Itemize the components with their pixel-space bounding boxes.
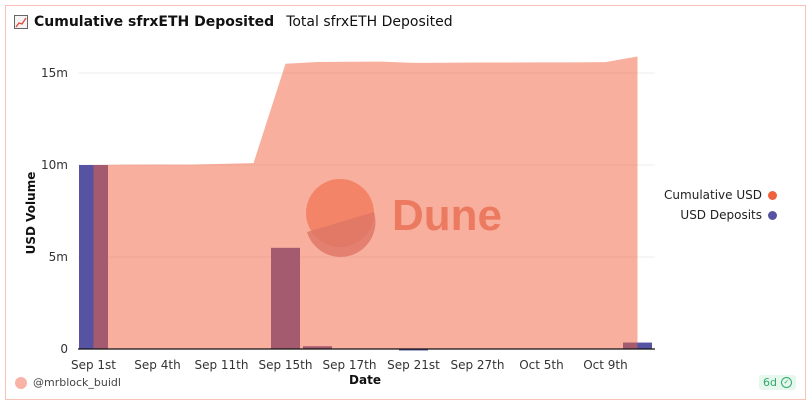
x-tick-label: Sep 15th [258, 358, 312, 372]
x-tick-label: Oct 9th [583, 358, 628, 372]
y-tick-label: 5m [49, 250, 68, 264]
x-tick-label: Sep 11th [194, 358, 248, 372]
x-axis-title: Date [349, 373, 381, 387]
legend-label: USD Deposits [680, 208, 762, 222]
check-circle-icon: ✓ [780, 377, 792, 388]
y-tick-label: 0 [60, 342, 68, 356]
y-tick-label: 15m [41, 66, 68, 80]
x-tick-label: Sep 21st [387, 358, 440, 372]
chart-header: Cumulative sfrxETH Deposited Total sfrxE… [14, 14, 453, 30]
deposit-bar [399, 349, 428, 351]
x-tick-label: Sep 4th [134, 358, 180, 372]
x-tick-label: Sep 27th [450, 358, 504, 372]
legend-dot [768, 211, 777, 220]
y-axis-title: USD Volume [24, 172, 38, 255]
cumulative-area [93, 56, 638, 349]
avatar [15, 376, 27, 389]
legend-label: Cumulative USD [664, 188, 762, 202]
y-tick-label: 10m [41, 158, 68, 172]
chart-title: Cumulative sfrxETH Deposited [34, 14, 275, 30]
chart-card [5, 5, 806, 400]
legend-dot [768, 191, 777, 200]
freshness-badge: 6d ✓ [759, 375, 796, 390]
age-label: 6d [763, 376, 777, 389]
x-tick-label: Oct 5th [519, 358, 564, 372]
author-name: @mrblock_buidl [33, 376, 121, 389]
legend-item-cumulative-usd[interactable]: Cumulative USD [664, 185, 777, 205]
legend: Cumulative USD USD Deposits [664, 185, 777, 225]
chart-subtitle: Total sfrxETH Deposited [286, 14, 453, 30]
line-chart-icon [14, 15, 28, 29]
legend-item-usd-deposits[interactable]: USD Deposits [664, 205, 777, 225]
x-tick-label: Sep 17th [322, 358, 376, 372]
author[interactable]: @mrblock_buidl [15, 376, 121, 389]
x-tick-label: Sep 1st [71, 358, 116, 372]
